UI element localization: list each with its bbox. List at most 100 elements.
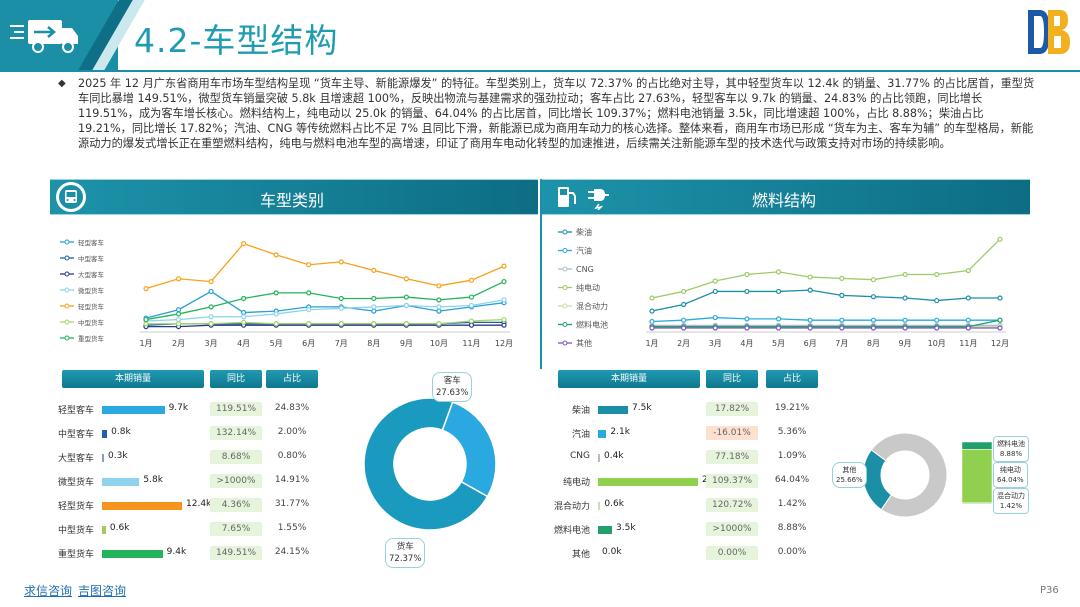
series-line (651, 238, 1001, 299)
yoy-value: 132.14% (210, 426, 262, 440)
data-point (436, 321, 442, 327)
donut-label-bus: 客车 27.63% (432, 372, 473, 402)
data-point (241, 295, 247, 302)
donut-label-hybrid: 混合动力 1.42% (993, 488, 1029, 514)
series-line (145, 290, 505, 319)
donut-slice (363, 397, 489, 531)
yoy-value: 0.00% (706, 546, 758, 560)
data-point (338, 321, 344, 327)
data-point (902, 271, 908, 278)
data-point (870, 277, 877, 283)
data-point (273, 252, 279, 258)
data-point (681, 301, 687, 308)
sales-bar (102, 526, 106, 534)
yoy-value: 120.72% (706, 498, 758, 512)
yoy-value: 7.65% (210, 522, 262, 536)
data-point (273, 290, 279, 296)
x-tick-label: 10月 (430, 339, 448, 348)
data-point (681, 288, 687, 295)
data-point (649, 325, 655, 331)
table-row-label: 大型客车 (57, 454, 94, 464)
donut-label-bev: 纯电动 64.04% (993, 462, 1028, 488)
sales-value: 5.8k (143, 475, 163, 485)
data-point (306, 321, 312, 327)
legend-marker (64, 271, 70, 277)
share-value: 24.83% (274, 403, 310, 413)
data-point (208, 314, 214, 320)
legend-label: 柴油 (576, 227, 592, 237)
data-point (501, 278, 507, 285)
data-point (744, 288, 750, 295)
table-header-sales-right: 本期销量 (558, 370, 700, 388)
bus-icon (56, 182, 86, 212)
table-header-sales-left: 本期销量 (62, 370, 204, 388)
table-row-label: 微型货车 (57, 478, 94, 488)
legend-marker (64, 335, 70, 341)
data-point (870, 294, 877, 300)
data-point (997, 317, 1003, 323)
x-tick-label: 3月 (205, 339, 218, 348)
data-point (712, 325, 718, 331)
legend-label: 汽油 (576, 246, 592, 256)
data-point (934, 271, 940, 278)
data-point (241, 314, 247, 320)
legend-marker (562, 229, 568, 235)
bullet-icon: ◆ (58, 78, 66, 89)
x-tick-label: 9月 (899, 339, 912, 348)
legend-label: 燃料电池 (576, 320, 608, 330)
yoy-value: >1000% (706, 522, 758, 536)
yoy-value: 119.51% (210, 402, 262, 416)
sales-bar (598, 502, 601, 510)
brand-logo-icon (1028, 10, 1070, 54)
legend-marker (562, 248, 568, 253)
data-point (775, 269, 782, 275)
data-point (273, 311, 279, 317)
sales-value: 0.8k (111, 427, 131, 437)
data-point (712, 278, 718, 284)
legend-marker (562, 285, 568, 290)
data-point (403, 276, 409, 282)
data-point (468, 277, 475, 283)
footer-link-2[interactable]: 吉图咨询 (78, 584, 127, 598)
data-point (208, 321, 214, 327)
data-point (436, 308, 442, 314)
data-point (338, 305, 344, 311)
table-row-label: 中型客车 (57, 430, 94, 440)
share-value: 31.77% (274, 499, 310, 509)
data-point (241, 319, 247, 325)
table-row-label: 柴油 (571, 406, 590, 416)
data-point (403, 302, 409, 309)
x-tick-label: 6月 (302, 339, 315, 348)
table-header-yoy-right: 同比 (706, 370, 758, 388)
data-point (775, 316, 782, 322)
data-point (371, 295, 377, 302)
footer-link-1[interactable]: 求信咨询 (24, 584, 73, 598)
legend-marker (562, 340, 568, 346)
section-header-fuel-type: 燃料结构 (542, 179, 1030, 215)
pie-bar-segment (961, 449, 993, 504)
data-point (241, 309, 247, 316)
x-tick-label: 1月 (139, 339, 152, 348)
data-point (902, 295, 908, 301)
data-point (839, 275, 845, 281)
data-point (934, 325, 940, 331)
data-point (775, 288, 782, 295)
legend-marker (64, 287, 70, 293)
data-point (807, 317, 813, 323)
sales-bar (102, 454, 104, 462)
series-line (652, 319, 1001, 328)
data-point (501, 263, 507, 269)
legend-marker (562, 303, 568, 309)
series-line (145, 242, 505, 290)
sales-value: 0.0k (602, 547, 622, 557)
x-tick-label: 10月 (928, 339, 946, 348)
data-point (807, 325, 813, 331)
data-point (744, 325, 750, 331)
x-tick-label: 12月 (991, 339, 1009, 348)
share-value: 1.09% (777, 451, 807, 461)
donut-slice (441, 401, 497, 498)
header-divider (0, 70, 1080, 72)
legend-label: 纯电动 (576, 283, 600, 293)
legend-label: 微型货车 (78, 286, 105, 295)
legend-label: 轻型客车 (78, 238, 105, 247)
